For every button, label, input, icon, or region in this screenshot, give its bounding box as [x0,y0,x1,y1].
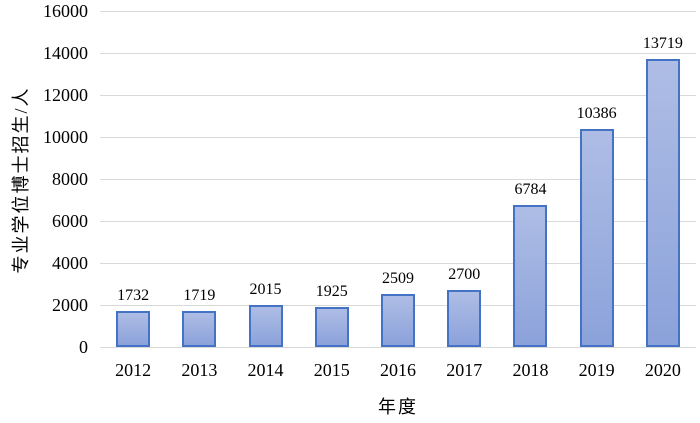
grid-line [100,262,696,264]
bar-value-label: 2015 [249,280,282,298]
bar-2017 [447,290,482,347]
plot-area: 1732 1719 2015 1925 2509 2700 6784 10386 13719 [100,10,696,348]
grid-line [100,346,696,348]
x-tick-label-2019: 2019 [578,360,615,380]
bar-value-label: 2700 [448,266,481,284]
grid-line [100,94,696,96]
x-axis-title: 年度 [378,397,418,417]
grid-line [100,136,696,138]
grid-line [100,178,696,180]
grid-line [100,220,696,222]
x-tick-label-2020: 2020 [644,360,681,380]
x-tick-label-2018: 2018 [512,360,549,380]
x-tick-label-2014: 2014 [247,360,284,380]
y-tick-label: 16000 [43,1,88,21]
y-tick-label: 6000 [52,211,88,231]
bar-value-label: 2509 [381,270,414,288]
bar-2015 [314,306,349,347]
y-tick-label: 10000 [43,127,88,147]
bar-value-label: 10386 [576,104,617,122]
grid-line [100,52,696,54]
bar-2013 [182,310,217,347]
bar-2016 [381,294,415,347]
x-tick-label-2016: 2016 [379,360,416,380]
y-tick-label: 14000 [43,43,88,63]
grid-line [100,10,696,12]
y-tick-label: 2000 [52,295,88,315]
y-tick-label: 4000 [52,253,88,273]
bar-value-label: 13719 [642,34,683,52]
bar-2020 [645,58,680,347]
bar-2012 [116,310,151,347]
x-tick-label-2013: 2013 [181,360,218,380]
bar-value-label: 1732 [117,286,150,304]
x-tick-label-2012: 2012 [115,360,152,380]
y-tick-label: 8000 [52,169,88,189]
bar-2014 [248,304,283,347]
bar-value-label: 1925 [315,282,348,300]
y-tick-label: 0 [79,337,88,357]
bar-value-label: 6784 [514,180,547,198]
bar-value-label: 1719 [183,286,216,304]
x-tick-label-2015: 2015 [313,360,350,380]
x-tick-label-2017: 2017 [446,360,483,380]
bar-2018 [513,204,548,347]
bar-2019 [579,128,614,347]
y-tick-label: 12000 [43,85,88,105]
